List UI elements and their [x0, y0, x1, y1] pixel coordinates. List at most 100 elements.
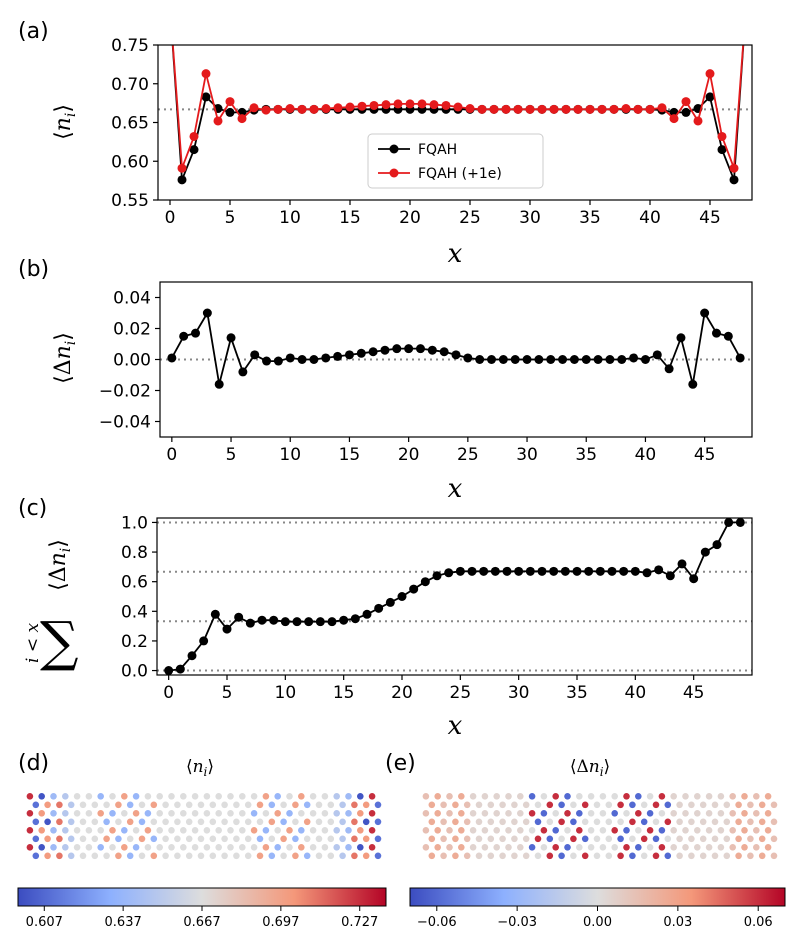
- lattice-site: [91, 835, 99, 843]
- lattice-site: [239, 827, 246, 834]
- lattice-site: [446, 827, 453, 834]
- lattice-site: [374, 818, 382, 826]
- lattice-site: [357, 844, 364, 851]
- lattice-site: [73, 827, 81, 834]
- lattice-site: [268, 852, 276, 860]
- lattice-site: [640, 801, 648, 809]
- data-point: [463, 353, 473, 363]
- lattice-site: [699, 801, 707, 809]
- data-point: [225, 107, 235, 117]
- data-point: [640, 355, 650, 364]
- lattice-site: [458, 844, 465, 851]
- lattice-site: [528, 810, 536, 817]
- x-tick-label: 10: [275, 683, 297, 703]
- lattice-site: [475, 818, 483, 826]
- lattice-site: [611, 827, 618, 834]
- data-point: [502, 566, 512, 576]
- lattice-site: [121, 793, 128, 800]
- lattice-site: [770, 835, 778, 843]
- lattice-site: [676, 835, 683, 843]
- lattice-site: [180, 844, 187, 851]
- lattice-site: [345, 827, 352, 834]
- lattice-site: [481, 793, 489, 800]
- lattice-site: [197, 801, 205, 809]
- lattice-site: [711, 801, 719, 809]
- data-point: [621, 104, 631, 114]
- lattice-site: [469, 827, 477, 834]
- lattice-site: [711, 852, 719, 860]
- lattice-site: [564, 810, 571, 817]
- x-tick-label: 20: [391, 683, 413, 703]
- lattice-site: [576, 844, 583, 851]
- lattice-site: [499, 852, 506, 860]
- lattice-site: [694, 827, 701, 834]
- lattice-site: [475, 835, 483, 843]
- x-tick-label: 0: [163, 683, 174, 703]
- lattice-site: [605, 835, 613, 843]
- lattice-site: [635, 827, 642, 834]
- data-point: [569, 355, 579, 364]
- data-point: [444, 568, 454, 578]
- lattice-site: [73, 844, 81, 851]
- lattice-site: [635, 844, 642, 851]
- data-point: [374, 603, 384, 613]
- lattice-site: [611, 844, 618, 851]
- lattice-site: [109, 810, 116, 817]
- data-point: [525, 104, 535, 114]
- data-point: [585, 104, 595, 114]
- y-tick-label: −0.02: [99, 382, 151, 402]
- lattice-site: [138, 835, 146, 843]
- lattice-site: [546, 852, 554, 860]
- lattice-site: [168, 844, 175, 851]
- lattice-site: [558, 852, 565, 860]
- lattice-site: [339, 835, 346, 843]
- x-tick-label: 10: [279, 208, 301, 228]
- lattice-site: [38, 810, 45, 817]
- lattice-site: [522, 818, 530, 826]
- series-line: [168, 521, 741, 672]
- lattice-site: [103, 818, 110, 826]
- lattice-site: [85, 827, 93, 834]
- lattice-site: [452, 835, 459, 843]
- data-point: [292, 617, 302, 627]
- data-point: [619, 566, 629, 576]
- data-point: [393, 99, 403, 109]
- data-point: [546, 355, 556, 364]
- lattice-site: [150, 818, 158, 826]
- y-tick-label: 0.60: [111, 152, 149, 172]
- lattice-site: [522, 801, 530, 809]
- data-point: [167, 353, 177, 363]
- colorbar-tick-label: 0.637: [105, 915, 142, 930]
- colorbar-tick-label: 0.727: [341, 915, 378, 930]
- data-point: [432, 571, 442, 581]
- lattice-site: [38, 844, 45, 851]
- lattice-site: [694, 793, 701, 800]
- lattice-site: [463, 818, 471, 826]
- data-point: [558, 355, 568, 364]
- y-tick-label: 0.4: [121, 602, 148, 622]
- lattice-site: [475, 852, 483, 860]
- lattice-site: [652, 801, 660, 809]
- data-point: [522, 355, 532, 364]
- lattice-site: [286, 844, 293, 851]
- legend-label-fqah: FQAH: [418, 142, 457, 158]
- data-point: [712, 540, 722, 550]
- lattice-site: [203, 827, 211, 834]
- lattice-site: [244, 818, 252, 826]
- lattice-site: [658, 844, 666, 851]
- lattice-site: [374, 852, 382, 860]
- data-point: [629, 353, 639, 363]
- lattice-site: [753, 810, 760, 817]
- data-point: [177, 163, 187, 173]
- lattice-site: [458, 793, 465, 800]
- data-point: [177, 175, 187, 185]
- lattice-site: [623, 844, 630, 851]
- lattice-site: [292, 818, 299, 826]
- x-tick-label: 30: [519, 208, 541, 228]
- lattice-site: [593, 852, 601, 860]
- lattice-site: [735, 801, 742, 809]
- data-point: [427, 345, 437, 355]
- lattice-site: [38, 827, 45, 834]
- data-point: [397, 592, 407, 601]
- lattice-site: [191, 844, 199, 851]
